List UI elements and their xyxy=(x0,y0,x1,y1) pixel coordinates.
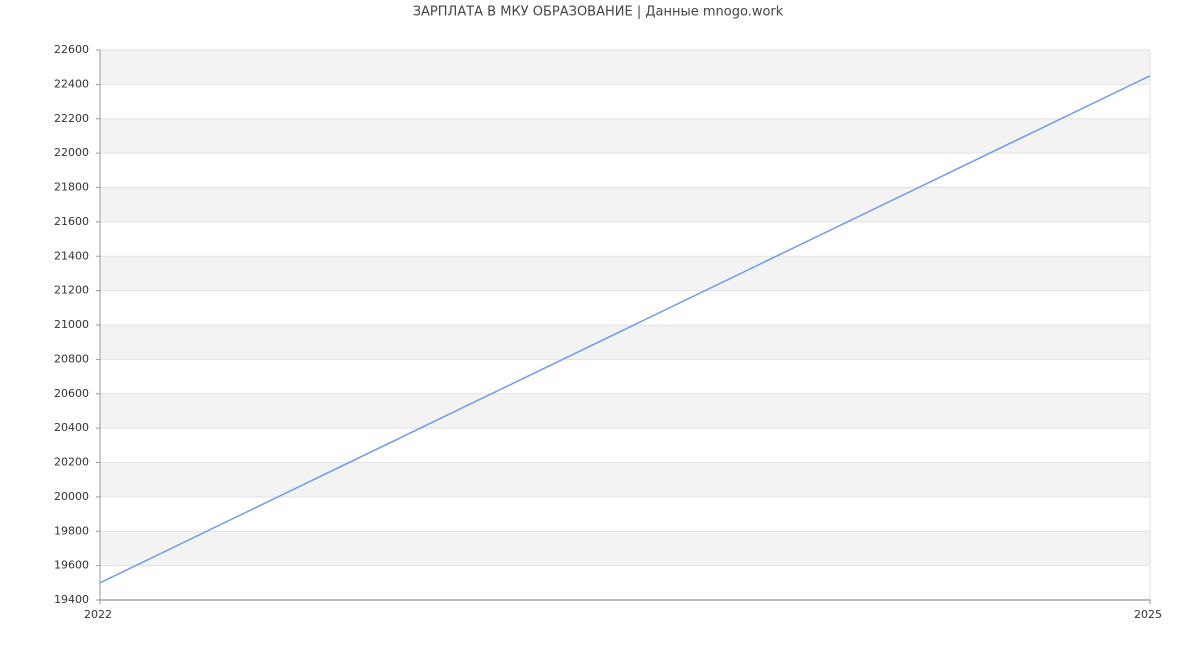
y-tick-label: 21200 xyxy=(54,284,89,297)
y-tick-label: 20200 xyxy=(54,456,89,469)
y-tick-label: 21000 xyxy=(54,318,89,331)
y-tick-label: 19800 xyxy=(54,524,89,537)
y-tick-label: 20600 xyxy=(54,387,89,400)
y-tick-label: 22200 xyxy=(54,112,89,125)
x-tick-label: 2022 xyxy=(84,608,112,621)
y-tick-label: 22600 xyxy=(54,43,89,56)
y-tick-label: 19600 xyxy=(54,559,89,572)
x-tick-label: 2025 xyxy=(1134,608,1162,621)
y-tick-label: 21600 xyxy=(54,215,89,228)
y-tick-label: 21400 xyxy=(54,249,89,262)
y-tick-label: 22400 xyxy=(54,77,89,90)
y-tick-label: 21800 xyxy=(54,181,89,194)
grid-band xyxy=(100,187,1150,222)
grid-band xyxy=(100,118,1150,154)
grid-band xyxy=(100,531,1150,566)
y-tick-label: 20000 xyxy=(54,490,89,503)
line xyxy=(99,75,1151,584)
y-tick-label: 22000 xyxy=(54,146,89,159)
chart-title: ЗАРПЛАТА В МКУ ОБРАЗОВАНИЕ | Данные mnog… xyxy=(413,5,784,20)
grid-band xyxy=(100,462,1150,497)
grid-band xyxy=(100,325,1150,360)
y-tick-label: 20400 xyxy=(54,421,89,434)
grid-band xyxy=(100,393,1150,429)
grid-band xyxy=(100,50,1150,85)
grid-band xyxy=(100,256,1150,291)
y-tick-label: 20800 xyxy=(54,352,89,365)
y-tick-label: 19400 xyxy=(54,593,89,606)
